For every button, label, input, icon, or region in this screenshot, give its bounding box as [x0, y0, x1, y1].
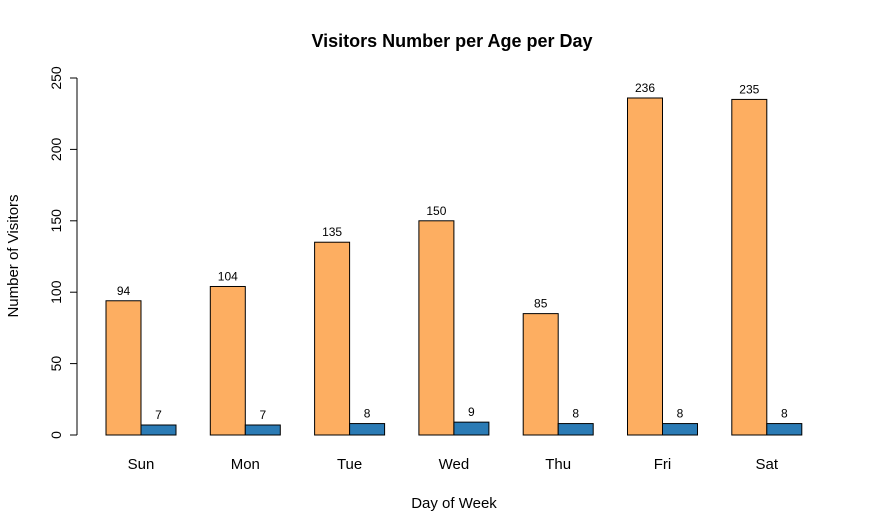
data-label-series-2-tue: 8: [364, 407, 371, 421]
y-tick-label: 200: [48, 138, 64, 162]
data-label-series-1-mon: 104: [218, 269, 238, 283]
y-tick-label: 100: [48, 280, 64, 304]
data-label-series-2-mon: 7: [259, 408, 266, 422]
bar-series-1-wed: [418, 220, 455, 436]
x-tick-label-wed: Wed: [439, 456, 470, 473]
x-tick-label-fri: Fri: [654, 456, 672, 473]
bar-series-1-fri: [627, 97, 663, 436]
x-tick-label-sun: Sun: [128, 456, 155, 473]
category-labels-group: Sun Mon Tue Wed Thu Fri Sat: [128, 456, 779, 473]
data-label-series-2-sun: 7: [155, 408, 162, 422]
bar-series-2-thu: [557, 423, 594, 436]
bar-series-1-sun: [105, 300, 142, 436]
bar-series-1-tue: [314, 241, 351, 436]
data-label-series-1-sat: 235: [739, 82, 759, 96]
bars-group: [105, 97, 803, 436]
data-label-series-2-fri: 8: [677, 407, 684, 421]
y-tick-label: 250: [48, 66, 64, 90]
bar-series-2-mon: [244, 424, 281, 436]
chart-title: Visitors Number per Age per Day: [311, 31, 592, 51]
x-tick-label-mon: Mon: [231, 456, 260, 473]
y-tick-label: 0: [48, 431, 64, 439]
data-label-series-1-tue: 135: [322, 225, 342, 239]
bar-series-2-sun: [140, 424, 177, 436]
bar-series-2-sat: [766, 423, 803, 436]
bar-series-2-fri: [662, 423, 698, 436]
data-label-series-2-wed: 9: [468, 405, 475, 419]
data-label-series-1-thu: 85: [534, 297, 548, 311]
x-axis-title: Day of Week: [411, 495, 497, 512]
data-label-series-1-sun: 94: [117, 284, 131, 298]
y-axis-title: Number of Visitors: [5, 194, 22, 317]
data-label-series-2-sat: 8: [781, 407, 788, 421]
bar-series-1-mon: [209, 285, 246, 436]
x-tick-label-tue: Tue: [337, 456, 362, 473]
y-axis: 0 50 100 150 200 250: [48, 66, 78, 439]
data-label-series-1-wed: 150: [426, 204, 446, 218]
bar-series-2-tue: [349, 423, 386, 436]
x-tick-label-thu: Thu: [545, 456, 571, 473]
y-tick-label: 50: [48, 356, 64, 372]
x-tick-label-sat: Sat: [756, 456, 779, 473]
y-tick-label: 150: [48, 209, 64, 233]
bar-series-1-thu: [522, 313, 559, 436]
data-label-series-2-thu: 8: [572, 407, 579, 421]
bar-series-1-sat: [731, 98, 768, 436]
data-labels-group: 94 7 104 7 135 8 150 9 85 8 236 8 235 8: [117, 81, 788, 422]
data-label-series-1-fri: 236: [635, 81, 655, 95]
bar-series-2-wed: [453, 421, 490, 436]
